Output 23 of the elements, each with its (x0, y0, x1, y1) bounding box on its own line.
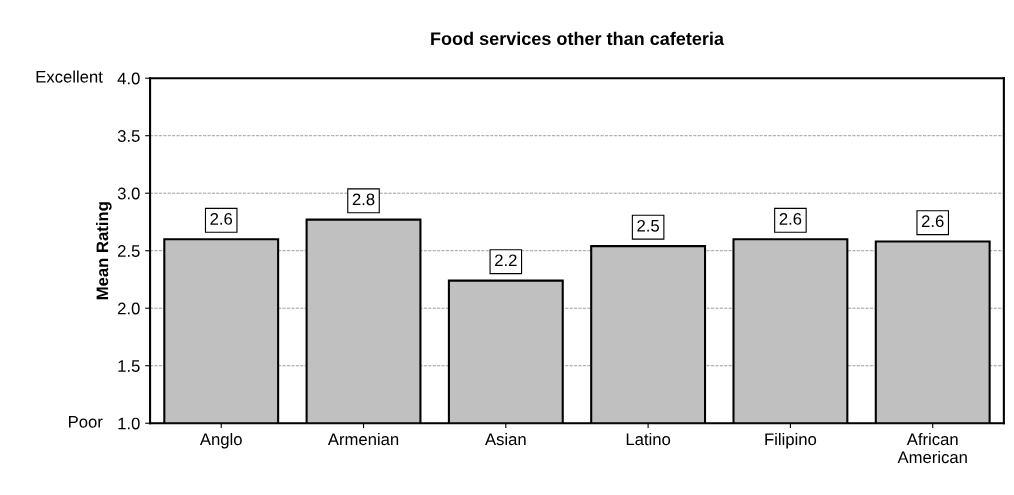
x-tick-label: Latino (626, 432, 671, 446)
y-tick-label: 1.0 (118, 417, 140, 430)
text: Poor (69, 416, 103, 428)
x-tick-label: Filipino (765, 432, 817, 449)
data-label: 2.6 (210, 213, 233, 225)
y-tick-label: 2.5 (118, 245, 140, 257)
data-label: 2.2 (495, 254, 517, 267)
data-label: 2.5 (637, 219, 659, 232)
y-axis-title: Mean Rating (96, 202, 112, 300)
x-tick-label: Asian (485, 432, 526, 446)
chart-title: Food services other than cafeteria (431, 31, 725, 46)
data-label: 2.8 (352, 193, 375, 206)
y-tick-label: 2.0 (118, 302, 140, 315)
y-tick-label: 1.5 (118, 360, 140, 372)
text: Excellent (36, 70, 103, 83)
x-tick-label: Armenian (327, 432, 399, 446)
data-label: 2.6 (779, 213, 802, 225)
y-tick-label: 4.0 (117, 72, 140, 85)
y-tick-label: 3.5 (117, 130, 140, 142)
x-tick-label: African American (897, 432, 967, 464)
y-tick-label: 3.0 (117, 187, 140, 200)
x-tick-label: Anglo (199, 432, 242, 449)
data-label: 2.6 (921, 215, 944, 228)
